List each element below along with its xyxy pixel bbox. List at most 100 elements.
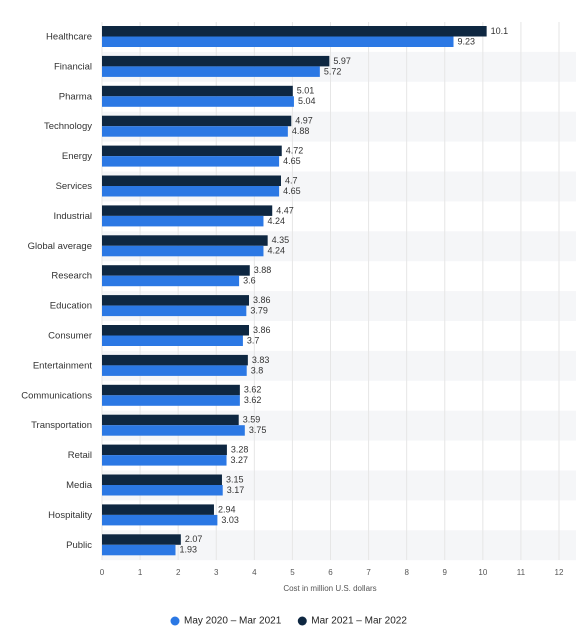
value-label: 3.86	[253, 325, 271, 335]
value-label: 3.62	[244, 385, 262, 395]
y-tick-label: Research	[51, 271, 92, 282]
value-label: 4.7	[285, 175, 298, 185]
bar	[102, 275, 240, 287]
bar	[102, 425, 245, 436]
x-tick-label: 8	[404, 568, 409, 577]
bar	[102, 115, 292, 127]
bar	[102, 534, 181, 545]
bar	[102, 474, 222, 485]
y-tick-label: Energy	[62, 151, 92, 162]
value-label: 4.65	[283, 156, 301, 166]
bar	[102, 295, 250, 306]
bar	[102, 96, 294, 107]
bar	[102, 544, 176, 556]
y-tick-label: Media	[66, 480, 93, 491]
x-tick-label: 5	[290, 568, 295, 577]
y-tick-label: Entertainment	[33, 360, 93, 371]
bar	[102, 504, 214, 515]
value-label: 2.94	[218, 504, 236, 514]
value-label: 3.15	[226, 474, 244, 484]
value-label: 3.28	[231, 444, 249, 454]
x-tick-label: 11	[517, 568, 526, 577]
bar	[102, 395, 240, 406]
bar	[102, 485, 223, 496]
value-label: 4.35	[272, 235, 290, 245]
value-label: 3.6	[243, 276, 256, 286]
bar	[102, 85, 293, 97]
value-label: 4.24	[267, 216, 285, 226]
value-label: 3.79	[250, 305, 268, 315]
x-tick-label: 3	[214, 568, 219, 577]
y-tick-label: Technology	[44, 121, 92, 132]
legend-label: Mar 2021 – Mar 2022	[311, 616, 407, 627]
value-label: 4.65	[283, 186, 301, 196]
y-tick-label: Healthcare	[46, 32, 92, 43]
value-label: 4.47	[276, 205, 294, 215]
bar	[102, 354, 248, 366]
y-tick-label: Industrial	[53, 211, 92, 222]
bar	[102, 156, 280, 167]
value-label: 3.59	[243, 415, 261, 425]
x-tick-label: 4	[252, 568, 257, 577]
x-axis-title: Cost in million U.S. dollars	[283, 584, 376, 593]
y-tick-label: Financial	[54, 61, 92, 72]
bar	[102, 186, 280, 197]
value-label: 3.27	[231, 455, 249, 465]
bar	[102, 245, 264, 257]
y-tick-label: Consumer	[48, 331, 92, 342]
bar	[102, 215, 264, 227]
value-label: 3.75	[249, 425, 267, 435]
value-label: 3.7	[247, 335, 260, 345]
bar	[102, 26, 487, 37]
y-tick-label: Transportation	[31, 420, 92, 431]
value-label: 5.04	[298, 96, 316, 106]
bar	[102, 145, 282, 157]
value-label: 5.97	[333, 56, 351, 66]
bar	[102, 36, 454, 47]
value-label: 3.8	[251, 365, 264, 375]
value-label: 3.17	[227, 485, 245, 495]
bar	[102, 265, 250, 276]
bar	[102, 305, 247, 317]
value-label: 5.72	[324, 66, 342, 76]
bar	[102, 66, 320, 77]
legend-label: May 2020 – Mar 2021	[184, 616, 282, 627]
value-label: 4.24	[267, 246, 285, 256]
bar	[102, 455, 227, 466]
y-tick-label: Global average	[28, 241, 92, 252]
value-label: 3.86	[253, 295, 271, 305]
y-tick-label: Communications	[21, 390, 92, 401]
value-label: 4.72	[286, 145, 304, 155]
y-tick-label: Education	[50, 301, 92, 312]
bar	[102, 384, 240, 396]
bar	[102, 55, 330, 67]
value-label: 5.01	[297, 86, 315, 96]
bar	[102, 335, 243, 346]
y-tick-label: Services	[56, 181, 93, 192]
y-tick-label: Hospitality	[48, 510, 92, 521]
value-label: 1.93	[180, 545, 198, 555]
value-label: 3.83	[252, 355, 270, 365]
row-stripe	[102, 530, 576, 561]
bar	[102, 235, 268, 246]
bar	[102, 365, 247, 376]
value-label: 4.88	[292, 126, 310, 136]
y-tick-label: Retail	[68, 450, 92, 461]
y-tick-label: Public	[66, 540, 92, 551]
value-label: 2.07	[185, 534, 203, 544]
x-tick-label: 2	[176, 568, 181, 577]
y-tick-label: Pharma	[59, 91, 93, 102]
x-tick-label: 7	[366, 568, 371, 577]
bar	[102, 514, 218, 526]
bar	[102, 325, 250, 336]
x-tick-label: 1	[138, 568, 143, 577]
value-label: 4.97	[295, 116, 313, 126]
x-tick-label: 6	[328, 568, 333, 577]
bar	[102, 126, 288, 137]
bar	[102, 444, 227, 456]
bar	[102, 175, 281, 186]
value-label: 3.88	[254, 265, 272, 275]
x-tick-label: 9	[443, 568, 448, 577]
x-tick-label: 12	[555, 568, 564, 577]
